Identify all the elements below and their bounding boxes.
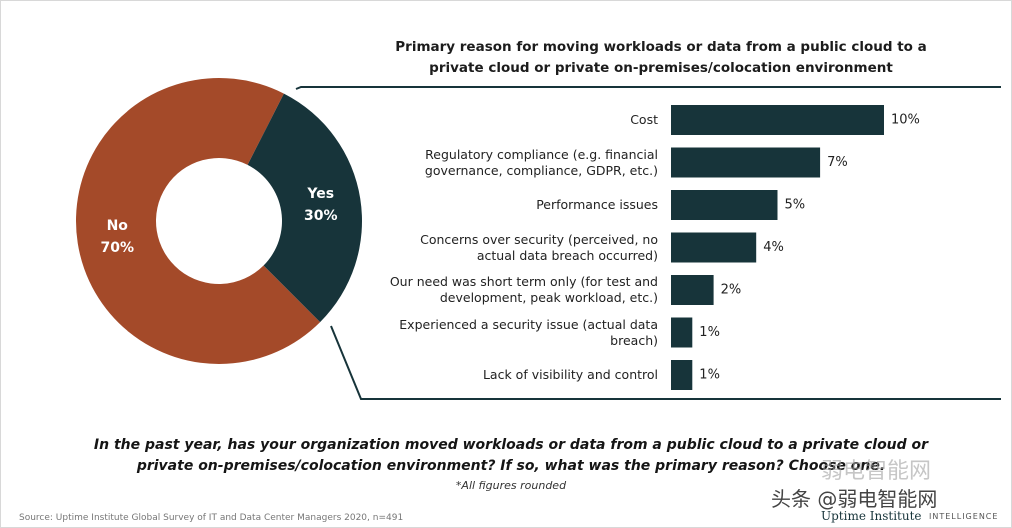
bar [671, 232, 757, 263]
logo-sub: INTELLIGENCE [929, 512, 999, 521]
value-label: 2% [721, 283, 742, 298]
value-label: 1% [699, 325, 720, 340]
bar-label: Performance issues [536, 197, 658, 212]
bar [671, 275, 714, 305]
bar-label: Concerns over security (perceived, no ac… [420, 231, 658, 263]
pie-slice [247, 93, 362, 323]
value-label: 1% [699, 368, 720, 383]
slice-value: 30% [304, 208, 338, 224]
bar [671, 190, 778, 220]
slice-label: Yes [306, 186, 334, 202]
value-label: 10% [891, 113, 920, 128]
bar-title: Primary reason for moving workloads or d… [395, 39, 927, 76]
bar [671, 147, 821, 178]
bar-label: Regulatory compliance (e.g. financial go… [424, 146, 658, 178]
connector-top [295, 86, 1001, 90]
bar-label: Lack of visibility and control [482, 367, 658, 382]
watermark: 头条 @弱电智能网 [771, 487, 938, 511]
value-label: 4% [763, 240, 784, 255]
bar [671, 360, 693, 390]
bar-label: Experienced a security issue (actual dat… [399, 316, 658, 348]
pie-slice [76, 78, 321, 365]
bar-label: Cost [630, 112, 658, 127]
slice-value: 70% [101, 240, 135, 256]
value-label: 7% [827, 155, 848, 170]
bar [671, 105, 884, 135]
bar [671, 317, 693, 348]
note: *All figures rounded [455, 479, 567, 492]
value-label: 5% [785, 198, 806, 213]
logo: Uptime Institute [821, 509, 922, 523]
question: In the past year, has your organization … [93, 437, 929, 474]
source: Source: Uptime Institute Global Survey o… [19, 513, 404, 523]
slice-label: No [107, 218, 129, 234]
connector-bottom [330, 325, 1001, 400]
watermark: 弱电智能网 [821, 459, 932, 484]
bar-label: Our need was short term only (for test a… [389, 274, 658, 305]
